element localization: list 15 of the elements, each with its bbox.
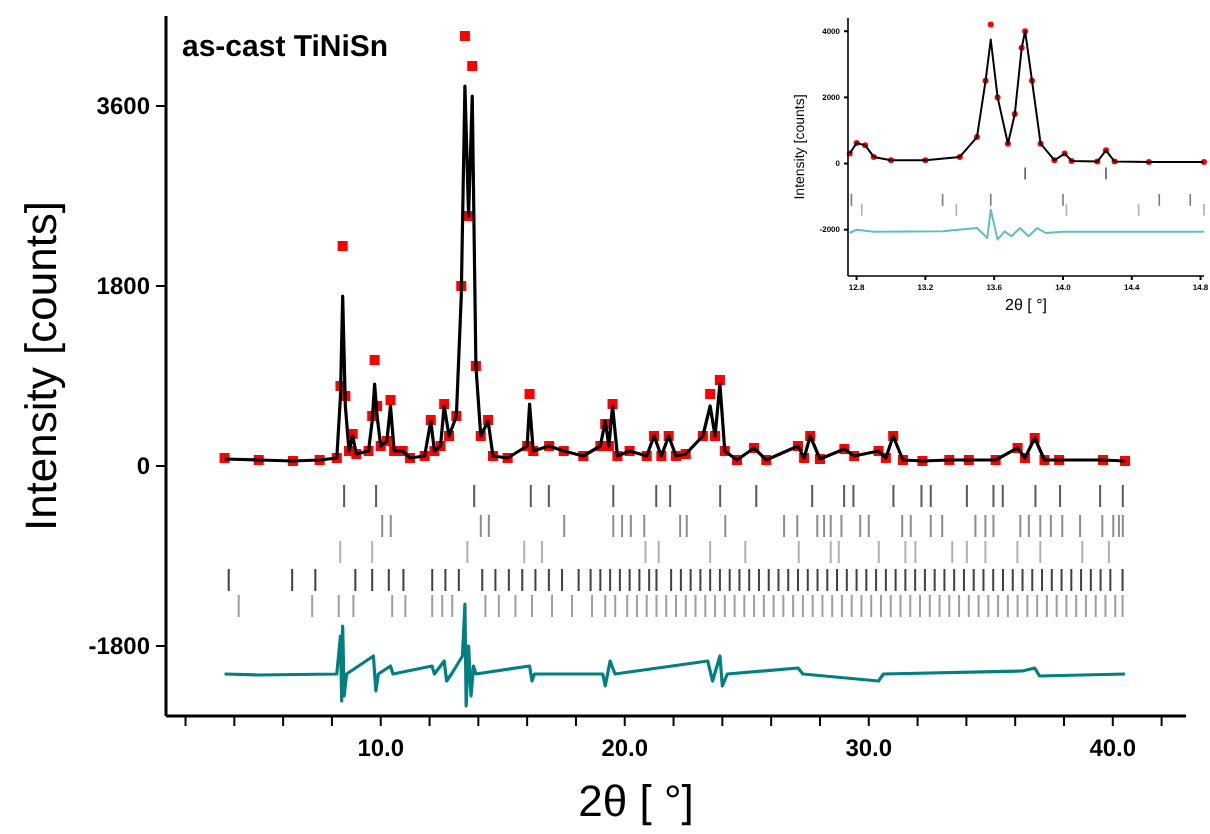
y-tick-label: 1800 xyxy=(96,272,151,301)
y-tick-label: 0 xyxy=(136,452,151,481)
x-tick-label: 30.0 xyxy=(845,734,893,762)
x-axis-title: 2θ [ °] xyxy=(578,776,694,826)
x-tick-label: 20.0 xyxy=(601,734,649,762)
x-tick-label: 40.0 xyxy=(1089,734,1137,762)
y-tick-label: 3600 xyxy=(96,92,151,121)
y-tick-label: -1800 xyxy=(88,632,151,661)
x-axis-title: 2θ [ °] xyxy=(1005,296,1047,314)
y-axis-title: Intensity [counts] xyxy=(16,200,66,532)
text: as-cast TiNiSn xyxy=(182,30,389,64)
line-series xyxy=(848,208,1205,241)
x-tick-label: 10.0 xyxy=(357,734,405,762)
line-series xyxy=(222,602,1127,708)
point xyxy=(987,21,994,28)
